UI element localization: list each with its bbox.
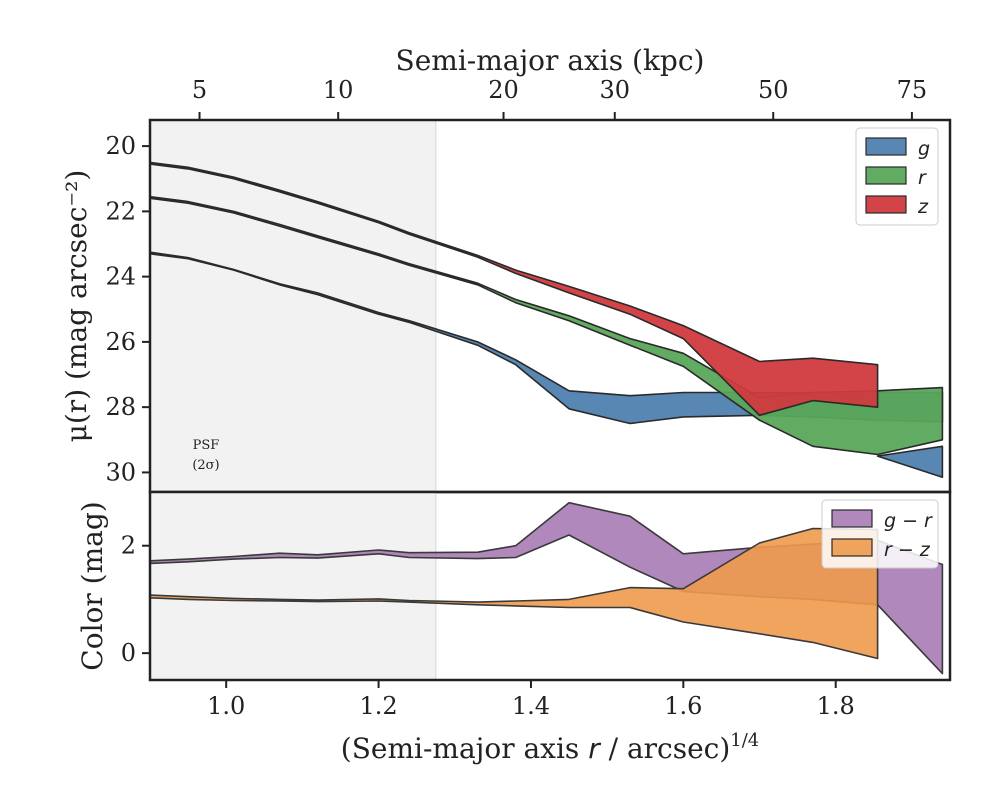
- bottom-y-tick-label: 0: [121, 639, 136, 667]
- legend-swatch: [865, 166, 907, 185]
- top-x-tick-label: 10: [323, 76, 354, 104]
- color-panel: 02 1.0 1.2 1.4 1.6 1.8 Color (mag) (Semi-maj…: [76, 490, 952, 765]
- top-y-tick-label: 22: [105, 197, 136, 225]
- top-x-tick-label: 30: [599, 76, 630, 104]
- psf-label-line1: PSF: [193, 438, 220, 453]
- top-y-tick-label: 24: [105, 263, 136, 291]
- top-y-axis-label: μ(r) (mag arcsec⁻²): [60, 170, 93, 443]
- top-y-axis-ticks: 20 22 24 26 28 30: [105, 132, 150, 486]
- top-x-tick-label: 20: [488, 76, 519, 104]
- top-x-tick-label: 5: [192, 76, 207, 104]
- bottom-x-axis-label: (Semi-major axis r / arcsec)1/4: [341, 730, 759, 765]
- top-y-tick-label: 26: [105, 328, 136, 356]
- legend-label: r − z: [884, 539, 931, 561]
- legend-swatch: [831, 509, 873, 528]
- top-y-tick-label: 28: [105, 393, 136, 421]
- bottom-y-tick-label: 2: [121, 532, 136, 560]
- legend-swatch: [865, 137, 907, 156]
- top-y-tick-label: 30: [105, 458, 136, 486]
- top-x-tick-label: 75: [897, 76, 928, 104]
- legend-label: r: [918, 167, 927, 189]
- x-label-main: (Semi-major axis: [341, 732, 588, 765]
- bottom-x-axis-ticks: 1.0 1.2 1.4 1.6 1.8: [207, 680, 855, 720]
- bottom-legend: g − r r − z: [821, 499, 939, 569]
- bottom-x-tick-label: 1.4: [512, 692, 550, 720]
- bottom-y-axis-ticks: 02: [121, 532, 150, 667]
- legend-label: g: [918, 138, 930, 160]
- legend-label: z: [917, 196, 929, 218]
- bottom-x-tick-label: 1.0: [207, 692, 245, 720]
- x-label-exponent: 1/4: [730, 730, 759, 751]
- bottom-y-axis-label: Color (mag): [76, 501, 109, 670]
- psf-label-line2: (2σ): [192, 458, 219, 473]
- x-label-tail: / arcsec): [600, 732, 731, 765]
- psf-shaded-region: [150, 120, 436, 492]
- top-x-tick-label: 50: [758, 76, 789, 104]
- x-label-r: r: [588, 732, 601, 765]
- band-g-1: [876, 445, 944, 479]
- top-y-tick-label: 20: [105, 132, 136, 160]
- top-legend: grz: [855, 127, 939, 226]
- bottom-x-tick-label: 1.6: [664, 692, 702, 720]
- legend-swatch: [831, 538, 873, 557]
- bottom-x-tick-label: 1.2: [359, 692, 397, 720]
- bottom-panel-frame: [148, 490, 952, 682]
- psf-shaded-region-bottom: [150, 492, 436, 680]
- legend-swatch: [865, 195, 907, 214]
- surface-brightness-panel: 20 22 24 26 28 30 5 10 20 30 50 75 Semi-major axis…: [60, 44, 952, 494]
- legend-label: g − r: [884, 510, 933, 532]
- top-kpc-axis-ticks: 5 10 20 30 50 75: [192, 76, 927, 120]
- bottom-x-tick-label: 1.8: [817, 692, 855, 720]
- band-z-3: [150, 161, 879, 417]
- top-x-axis-label: Semi-major axis (kpc): [396, 44, 705, 77]
- color-bands: [150, 501, 944, 675]
- surface-brightness-bands: [150, 161, 944, 479]
